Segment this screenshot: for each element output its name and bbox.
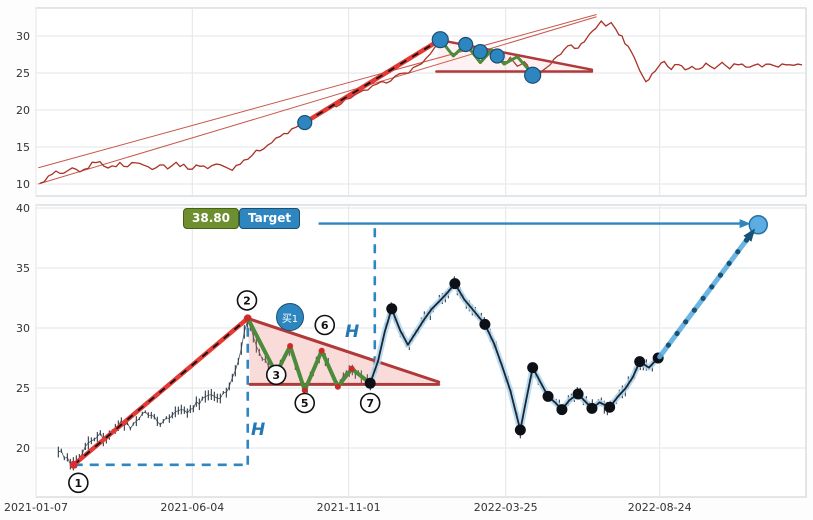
arrowhead [743, 228, 756, 242]
pivot-dot [458, 36, 474, 53]
pivot-dot [297, 114, 313, 131]
svg-text:1: 1 [75, 477, 83, 490]
pivot-dot [524, 66, 542, 84]
swing-dot [572, 388, 584, 400]
projection-bead-dot [726, 260, 732, 266]
y-axis-tick-label: 25 [16, 67, 30, 80]
sequence-marker-6: 6 [314, 314, 336, 336]
projection-bead-dot [683, 319, 689, 325]
channel-line [38, 16, 597, 185]
height-label-base: H [251, 420, 266, 440]
y-axis-tick-label: 20 [16, 104, 30, 117]
sequence-marker-1: 1 [68, 472, 89, 494]
uptrend-dash [73, 317, 249, 466]
measured-target-price-badge: 38.80 [183, 208, 239, 229]
arrowhead [739, 219, 751, 229]
x-axis-tick-label: 2021-11-01 [317, 501, 381, 514]
y-axis-tick-label: 35 [16, 262, 30, 275]
svg-text:2: 2 [243, 294, 251, 307]
zigzag-vertex-dot [318, 347, 325, 354]
sequence-marker-7: 7 [359, 392, 381, 414]
sequence-marker-5: 5 [294, 392, 316, 414]
y-axis-tick-label: 25 [16, 382, 30, 395]
zigzag-vertex-dot [287, 343, 294, 349]
swing-dot [449, 278, 461, 290]
zigzag-vertex-dot [244, 315, 251, 322]
swing-dot [514, 424, 526, 436]
channel-line [38, 14, 597, 169]
svg-text:3: 3 [272, 369, 280, 382]
swing-dot [364, 377, 376, 389]
y-axis-tick-label: 30 [16, 30, 30, 43]
y-axis-tick-label: 10 [16, 178, 30, 191]
swing-dot [586, 402, 598, 414]
swing-dot [634, 356, 646, 368]
projection-bead-dot [700, 295, 706, 301]
pennant-boundary [246, 316, 441, 384]
pivot-dot [431, 31, 449, 49]
swing-dot [604, 401, 616, 413]
svg-text:7: 7 [366, 397, 374, 410]
x-axis-tick-label: 2022-08-24 [628, 501, 692, 514]
flagpole-dash [304, 38, 441, 124]
pivot-dot [472, 43, 488, 60]
overview-panel: 10 15 20 25 30 [16, 7, 807, 197]
zigzag-vertex-dot [301, 387, 308, 394]
pivot-dot [489, 48, 505, 64]
svg-text:6: 6 [321, 319, 329, 332]
projection-bead-dot [674, 330, 680, 337]
x-axis-tick-label: 2022-03-25 [474, 501, 538, 514]
y-axis-tick-label: 20 [16, 442, 30, 455]
projection-bead-dot [717, 272, 724, 278]
plot-area [35, 204, 807, 498]
zigzag-vertex-dot [334, 383, 341, 390]
trend-endpoint-dot [69, 460, 78, 469]
x-axis-tick-label: 2021-01-07 [4, 501, 68, 514]
sequence-marker-2: 2 [236, 290, 258, 311]
y-axis-tick-label: 15 [16, 141, 30, 154]
buy-signal-badge: 买1 [276, 303, 304, 331]
projection-bead-dot [691, 307, 698, 313]
swing-dot [386, 303, 398, 315]
target-badge: Target [239, 208, 301, 229]
zigzag-vertex-dot [348, 365, 355, 372]
svg-text:5: 5 [301, 397, 309, 410]
x-axis-tick-label: 2021-06-04 [160, 501, 224, 514]
swing-dot [542, 390, 554, 402]
height-label-projection: H [345, 322, 360, 342]
sequence-marker-3: 3 [265, 364, 287, 386]
y-axis-tick-label: 30 [16, 322, 30, 335]
projection-bead-dot [665, 342, 672, 348]
swing-dot [556, 404, 568, 416]
swing-dot [479, 318, 491, 330]
projection-bead-dot [709, 284, 715, 290]
pennant-zigzag [439, 38, 541, 75]
swing-dot [527, 362, 539, 374]
y-axis-tick-label: 40 [16, 202, 30, 215]
projection-bead-dot [735, 249, 741, 255]
